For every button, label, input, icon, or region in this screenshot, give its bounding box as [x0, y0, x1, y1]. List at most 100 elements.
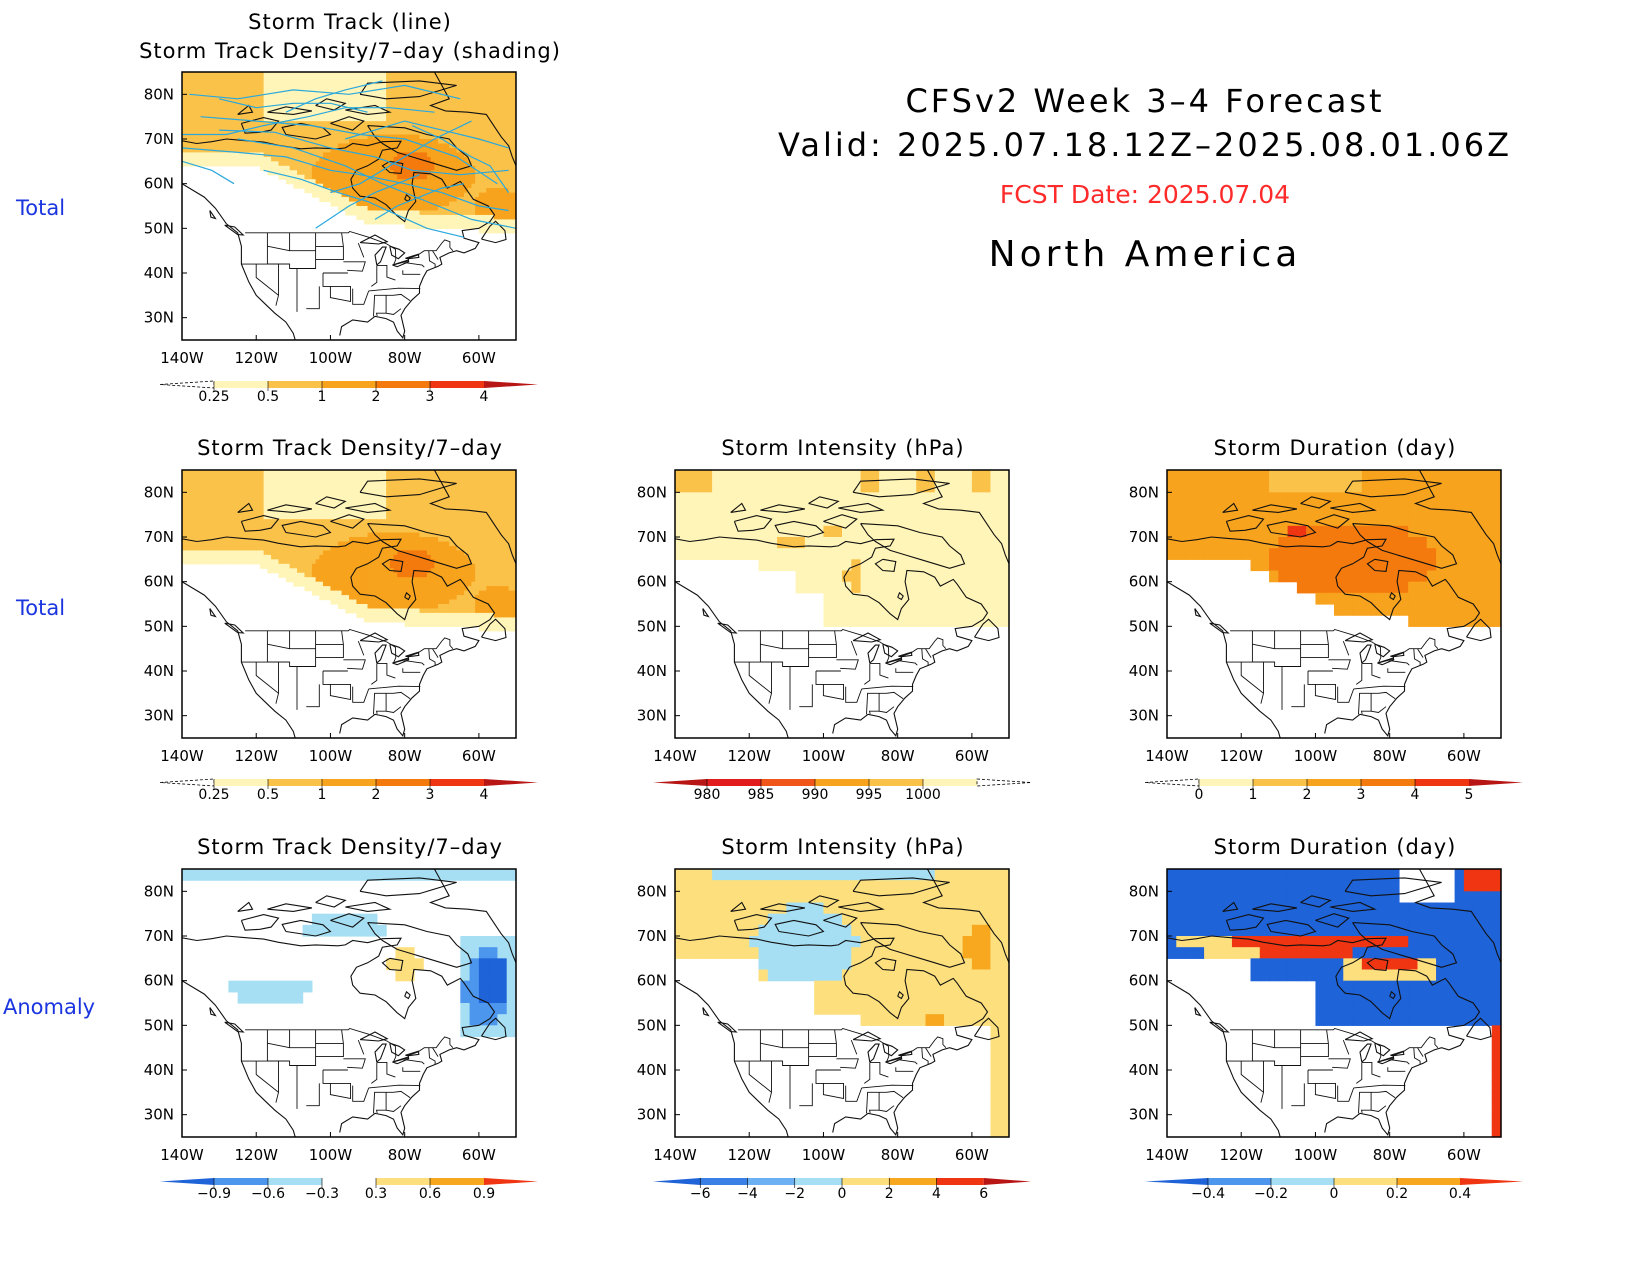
colorbar: 980 985 990 995 1000	[653, 778, 1032, 803]
colorbar-label: 0.6	[419, 1186, 441, 1202]
lon-label: 120W	[234, 349, 278, 367]
lat-label: 80N	[637, 882, 667, 900]
colorbar-label: 0.25	[198, 787, 229, 803]
lat-label: 80N	[1129, 882, 1159, 900]
map-panel-storm-duration: 80N 70N 60N 50N 40N 30N 140W 120W 100W 80W 60W 0 1 2 3…	[1115, 469, 1545, 815]
colorbar-label: 3	[426, 389, 435, 405]
colorbar-label: 1	[1249, 787, 1258, 803]
colorbar-label: 0.4	[1449, 1186, 1471, 1202]
map-panel-storm-track-density: 80N 70N 60N 50N 40N 30N 140W 120W 100W 80W 60W 0.25…	[130, 469, 560, 815]
map-shading	[182, 869, 516, 1137]
lon-label: 140W	[1145, 1146, 1189, 1164]
lon-label: 120W	[727, 747, 771, 765]
lat-label: 40N	[144, 662, 174, 680]
region-name: North America	[988, 234, 1302, 275]
lat-label: 50N	[637, 617, 667, 635]
lon-label: 120W	[234, 747, 278, 765]
valid-period: Valid: 2025.07.18.12Z–2025.08.01.06Z	[777, 126, 1513, 164]
map-shading	[675, 470, 1009, 738]
colorbar: −6 −4 −2 0 2 4 6	[653, 1178, 1031, 1202]
map-coastlines	[182, 72, 516, 340]
lat-label: 40N	[1129, 662, 1159, 680]
row-label-total: Total	[16, 596, 66, 620]
lon-label: 120W	[234, 1146, 278, 1164]
colorbar-label: −0.9	[197, 1186, 231, 1202]
map-svg: 80N 70N 60N 50N 40N 30N 140W 120W 100W 80W 60W 0.25…	[144, 469, 538, 803]
colorbar: 0.25 0.5 1 2 3 4	[159, 778, 538, 803]
lat-label: 40N	[637, 1061, 667, 1079]
lat-label: 40N	[1129, 1061, 1159, 1079]
lon-label: 100W	[309, 1146, 353, 1164]
map-panel-storm-intensity-anomaly: 80N 70N 60N 50N 40N 30N 140W 120W 100W 80W 60W −6 −4…	[623, 868, 1053, 1214]
colorbar-label: 5	[1465, 787, 1474, 803]
colorbar: −0.4 −0.2 0 0.2 0.4	[1145, 1178, 1523, 1202]
colorbar-label: 0.25	[198, 389, 229, 405]
lon-label: 80W	[881, 1146, 915, 1164]
lat-label: 30N	[144, 1106, 174, 1124]
lat-label: 30N	[637, 707, 667, 725]
lon-label: 80W	[881, 747, 915, 765]
panel-4-title: Storm Duration (day)	[1213, 436, 1457, 460]
colorbar: 0.25 0.5 1 2 3 4	[159, 380, 538, 405]
map-svg: 80N 70N 60N 50N 40N 30N 140W 120W 100W 80W 60W 0.25…	[144, 71, 538, 405]
map-coastlines	[182, 470, 516, 738]
lon-label: 100W	[1294, 1146, 1338, 1164]
lon-label: 100W	[1294, 747, 1338, 765]
map-panel-storm-track-density-anomaly: 80N 70N 60N 50N 40N 30N 140W 120W 100W 80W 60W −0.9…	[130, 868, 560, 1214]
storm-track-lines	[182, 80, 516, 238]
lon-label: 100W	[802, 1146, 846, 1164]
lon-label: 60W	[462, 747, 496, 765]
colorbar-label: 990	[802, 787, 829, 803]
colorbar-label: −0.3	[305, 1186, 339, 1202]
lon-label: 140W	[160, 349, 204, 367]
colorbar-label: 4	[932, 1186, 941, 1202]
lon-label: 140W	[1145, 747, 1189, 765]
lon-label: 140W	[653, 1146, 697, 1164]
lon-label: 120W	[1219, 747, 1263, 765]
map-svg: 80N 70N 60N 50N 40N 30N 140W 120W 100W 80W 60W −0.9…	[144, 868, 538, 1202]
lat-label: 40N	[144, 1061, 174, 1079]
map-shading	[675, 869, 1009, 1137]
panel-7-title: Storm Duration (day)	[1213, 835, 1457, 859]
lon-label: 80W	[1373, 1146, 1407, 1164]
lat-label: 80N	[144, 882, 174, 900]
lat-label: 30N	[1129, 707, 1159, 725]
lat-label: 70N	[1129, 927, 1159, 945]
map-svg: 80N 70N 60N 50N 40N 30N 140W 120W 100W 80W 60W −0.4…	[1129, 868, 1523, 1202]
colorbar-label: −6	[690, 1186, 711, 1202]
lat-label: 50N	[1129, 617, 1159, 635]
colorbar-label: 2	[372, 389, 381, 405]
colorbar-label: 1	[318, 787, 327, 803]
forecast-date: FCST Date: 2025.07.04	[999, 180, 1291, 209]
map-shading	[1167, 869, 1501, 1137]
lat-label: 30N	[637, 1106, 667, 1124]
panel-3-title: Storm Intensity (hPa)	[721, 436, 965, 460]
lat-label: 60N	[144, 573, 174, 591]
lon-label: 80W	[388, 747, 422, 765]
map-panel-storm-intensity: 80N 70N 60N 50N 40N 30N 140W 120W 100W 80W 60W 980 9…	[623, 469, 1053, 815]
lon-label: 100W	[309, 747, 353, 765]
map-shading	[182, 470, 516, 738]
map-coastlines	[1167, 470, 1501, 738]
lon-label: 60W	[1447, 1146, 1481, 1164]
lon-label: 140W	[160, 1146, 204, 1164]
lat-label: 80N	[637, 483, 667, 501]
colorbar-label: 0	[1330, 1186, 1339, 1202]
colorbar-label: −0.6	[251, 1186, 285, 1202]
lat-label: 60N	[1129, 972, 1159, 990]
colorbar-label: 980	[694, 787, 721, 803]
map-shading	[1167, 470, 1501, 738]
colorbar-label: −2	[784, 1186, 805, 1202]
lon-label: 120W	[727, 1146, 771, 1164]
panel-5-title: Storm Track Density/7–day	[197, 835, 503, 859]
lat-label: 50N	[144, 219, 174, 237]
colorbar-label: 0.9	[473, 1186, 495, 1202]
lat-label: 30N	[144, 707, 174, 725]
lat-label: 50N	[1129, 1016, 1159, 1034]
colorbar-label: −0.2	[1254, 1186, 1288, 1202]
lat-label: 80N	[144, 483, 174, 501]
lon-label: 100W	[309, 349, 353, 367]
panel-2-title: Storm Track Density/7–day	[197, 436, 503, 460]
lat-label: 50N	[144, 617, 174, 635]
colorbar-label: 4	[1411, 787, 1420, 803]
